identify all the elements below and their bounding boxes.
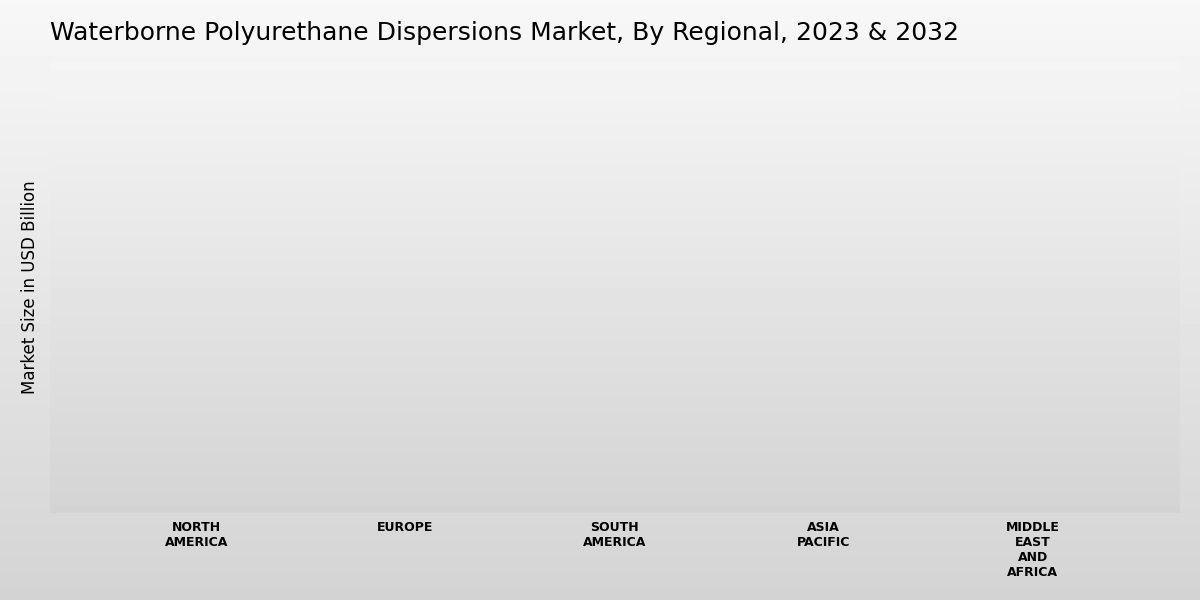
- Bar: [614, 121, 677, 494]
- Text: 4.0: 4.0: [131, 420, 157, 435]
- Bar: [761, 449, 823, 494]
- Bar: [406, 125, 468, 494]
- Bar: [823, 121, 887, 494]
- Bar: [970, 441, 1033, 494]
- Legend: 2023, 2032: 2023, 2032: [769, 78, 956, 96]
- Text: Waterborne Polyurethane Dispersions Market, By Regional, 2023 & 2032: Waterborne Polyurethane Dispersions Mark…: [50, 21, 959, 45]
- Y-axis label: Market Size in USD Billion: Market Size in USD Billion: [20, 180, 38, 394]
- Bar: [133, 437, 197, 494]
- Bar: [343, 439, 406, 494]
- Bar: [197, 125, 259, 494]
- Bar: [552, 445, 614, 494]
- Bar: [1033, 125, 1096, 494]
